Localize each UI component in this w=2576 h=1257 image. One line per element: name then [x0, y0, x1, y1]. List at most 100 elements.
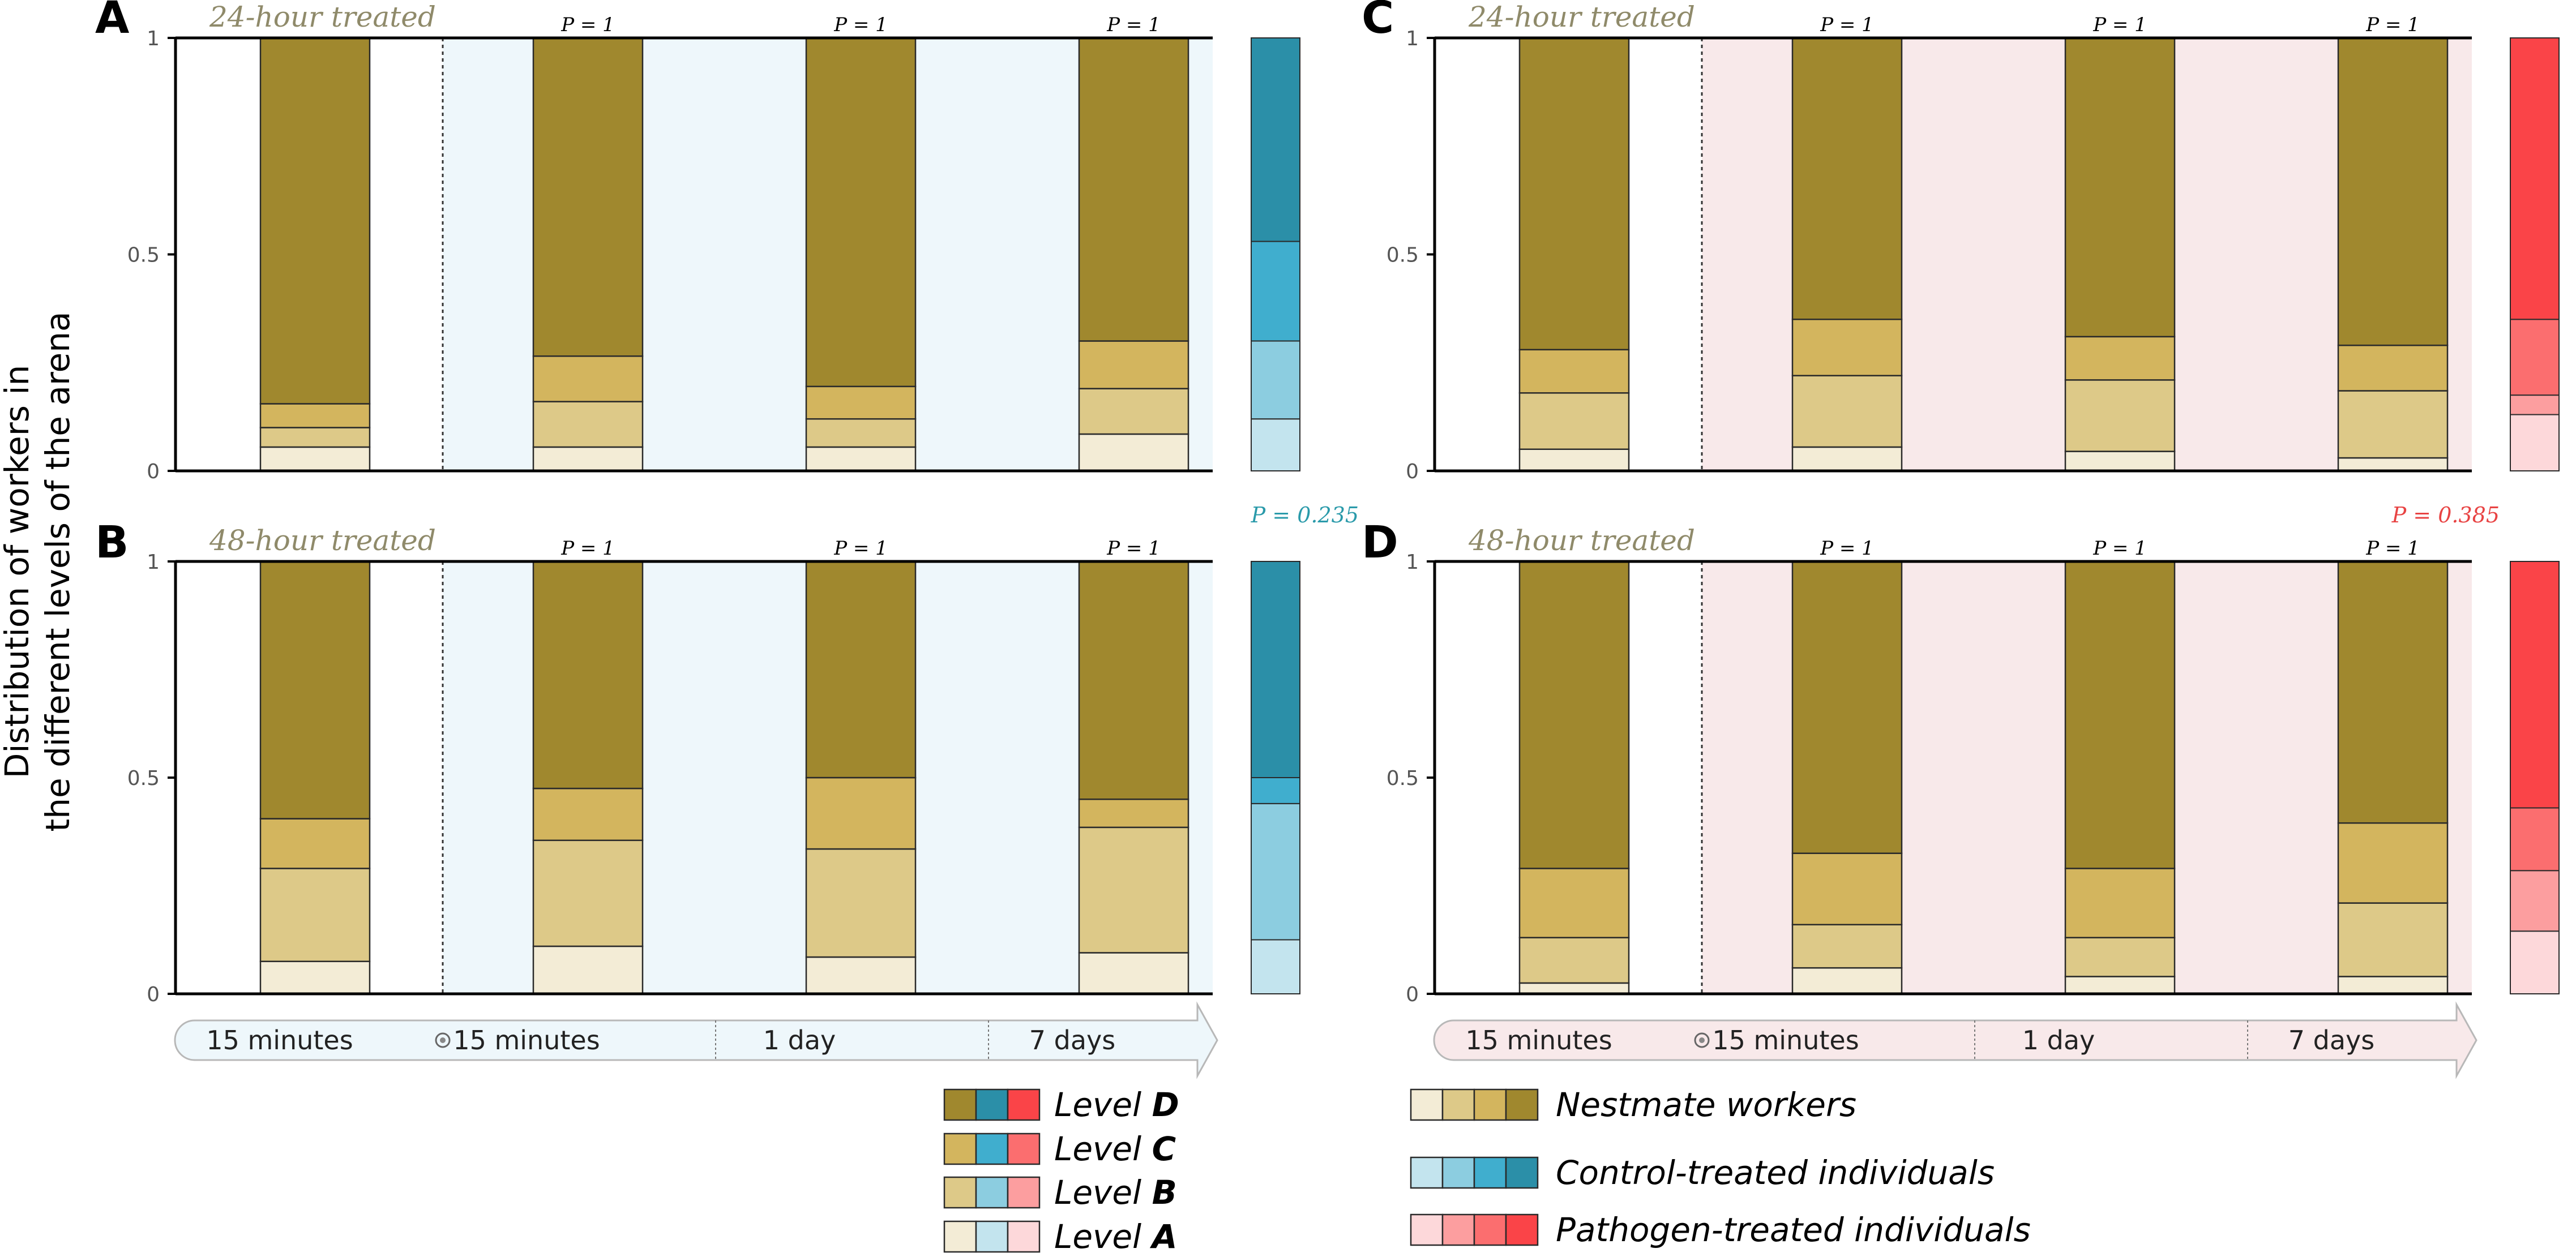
- treatment-marker-icon: [1694, 1032, 1710, 1048]
- y-tick-label: 0: [147, 460, 160, 483]
- bar-D-1-level-a: [1518, 982, 1630, 995]
- timeline-arrow: [1433, 1001, 2477, 1079]
- bar-A-2-level-b: [532, 401, 644, 448]
- legend-group-label: Nestmate workers: [1556, 1086, 1856, 1124]
- bar-D-3-level-a: [2064, 976, 2176, 995]
- bar-B-1-level-c: [259, 818, 371, 869]
- bar-C-2-level-c: [1791, 319, 1903, 376]
- timelines: 15 minutes 15 minutes 1 day 7 days 15 minute…: [174, 1001, 2477, 1079]
- bar-C-2-level-d: [1791, 37, 1903, 320]
- bar-D-3-level-c: [2064, 868, 2176, 938]
- bar-A-2-level-d: [532, 37, 644, 357]
- legend-swatch: [1505, 1088, 1539, 1121]
- timeline-label: 1 day: [763, 1025, 836, 1056]
- bar-B-4-level-d: [1078, 560, 1189, 800]
- treated-bar-level-d: [1251, 561, 1300, 778]
- legend-level-label: Level D: [1054, 1086, 1179, 1124]
- bar-A-1-level-b: [259, 427, 371, 448]
- p-value-label: P = 1: [2093, 537, 2147, 560]
- timeline-pathogen: 15 minutes 15 minutes 1 day 7 days: [1433, 1001, 2477, 1079]
- p-value-label: P = 1: [1106, 14, 1161, 36]
- treated-bar-level-b: [1251, 803, 1300, 941]
- treated-bar-level-d: [1251, 37, 1300, 242]
- bar-B-2-level-a: [532, 945, 644, 995]
- bar-B-3-level-d: [805, 560, 917, 779]
- timeline-label: 15 minutes: [1712, 1025, 1859, 1056]
- bar-A-4-level-b: [1078, 388, 1189, 435]
- bar-B-1-level-a: [259, 960, 371, 995]
- bar-C-1-level-d: [1518, 37, 1630, 351]
- timeline-label: 15 minutes: [206, 1025, 353, 1056]
- timeline-label: 15 minutes: [453, 1025, 600, 1056]
- legend-group-label: Pathogen-treated individuals: [1556, 1211, 2031, 1249]
- legend-swatch: [943, 1220, 977, 1253]
- bar-B-2-level-c: [532, 787, 644, 842]
- bar-B-3-level-a: [805, 956, 917, 995]
- panel-letter-C: C: [1362, 0, 1394, 44]
- bar-D-4-level-c: [2337, 822, 2449, 904]
- legend-level-letter: D: [1152, 1086, 1179, 1124]
- treated-bar-level-d: [2510, 561, 2560, 809]
- bar-A-1-level-c: [259, 403, 371, 428]
- legend-swatch: [1410, 1156, 1444, 1189]
- legend-swatch: [1410, 1088, 1444, 1121]
- bar-A-1-level-a: [259, 446, 371, 472]
- bar-D-4-level-d: [2337, 560, 2449, 824]
- treatment-marker-dot: [440, 1037, 446, 1043]
- timeline-label: 7 days: [1029, 1025, 1115, 1056]
- treated-bar-level-c: [2510, 807, 2560, 872]
- bar-C-4-level-b: [2337, 390, 2449, 459]
- bar-C-1-level-a: [1518, 448, 1630, 472]
- y-tick-label: 0.5: [1387, 244, 1419, 267]
- legend-swatch: [1505, 1156, 1539, 1189]
- legend-swatch: [1007, 1176, 1041, 1209]
- treated-bar-level-c: [1251, 777, 1300, 804]
- legend-swatch: [1007, 1132, 1041, 1165]
- bar-A-1-level-d: [259, 37, 371, 405]
- legend-swatch: [1441, 1213, 1475, 1246]
- bar-A-3-level-a: [805, 446, 917, 472]
- treated-bar-level-a: [2510, 414, 2560, 471]
- treated-bar-level-b: [2510, 394, 2560, 415]
- p-value-label: P = 1: [1106, 537, 1161, 560]
- p-value-label: P = 1: [1820, 537, 1874, 560]
- panel-B: 0 0.5 1B 48-hour treated P = 1 P = 1 P = 1 P = …: [95, 503, 1359, 1006]
- legend-level-prefix: Level: [1054, 1130, 1152, 1168]
- bar-B-4-level-b: [1078, 826, 1189, 954]
- bar-C-3-level-a: [2064, 451, 2176, 472]
- timeline-label: 15 minutes: [1465, 1025, 1612, 1056]
- bar-A-4-level-c: [1078, 340, 1189, 389]
- treatment-marker-dot: [1699, 1037, 1705, 1043]
- bar-D-4-level-a: [2337, 976, 2449, 995]
- legend-swatch: [1410, 1213, 1444, 1246]
- legend-swatch: [943, 1132, 977, 1165]
- legend-level-label: Level A: [1054, 1217, 1177, 1256]
- bar-D-1-level-b: [1518, 937, 1630, 984]
- legend-swatch: [975, 1176, 1009, 1209]
- bar-D-2-level-c: [1791, 852, 1903, 926]
- legend-level-prefix: Level: [1054, 1173, 1152, 1212]
- bar-C-3-level-c: [2064, 336, 2176, 381]
- y-axis-label-line-1: Distribution of workers in: [0, 365, 36, 779]
- legend-swatch: [943, 1088, 977, 1121]
- bar-D-1-level-d: [1518, 560, 1630, 869]
- legend-swatch: [943, 1176, 977, 1209]
- legend-swatch: [975, 1088, 1009, 1121]
- y-tick-label: 0: [1406, 983, 1419, 1006]
- bar-B-3-level-b: [805, 848, 917, 958]
- bar-C-1-level-c: [1518, 349, 1630, 394]
- bar-B-4-level-c: [1078, 798, 1189, 829]
- panel-title-A: 24-hour treated: [209, 1, 436, 33]
- p-value-label: P = 1: [2365, 537, 2420, 560]
- treatment-marker-icon: [435, 1032, 451, 1048]
- bar-B-1-level-d: [259, 560, 371, 820]
- y-tick-label: 0.5: [127, 244, 160, 267]
- bar-B-4-level-a: [1078, 952, 1189, 995]
- legend-level-letter: B: [1152, 1173, 1177, 1212]
- legend-level-letter: C: [1152, 1130, 1176, 1168]
- panel-letter-D: D: [1362, 517, 1398, 568]
- legend-level-prefix: Level: [1054, 1217, 1152, 1256]
